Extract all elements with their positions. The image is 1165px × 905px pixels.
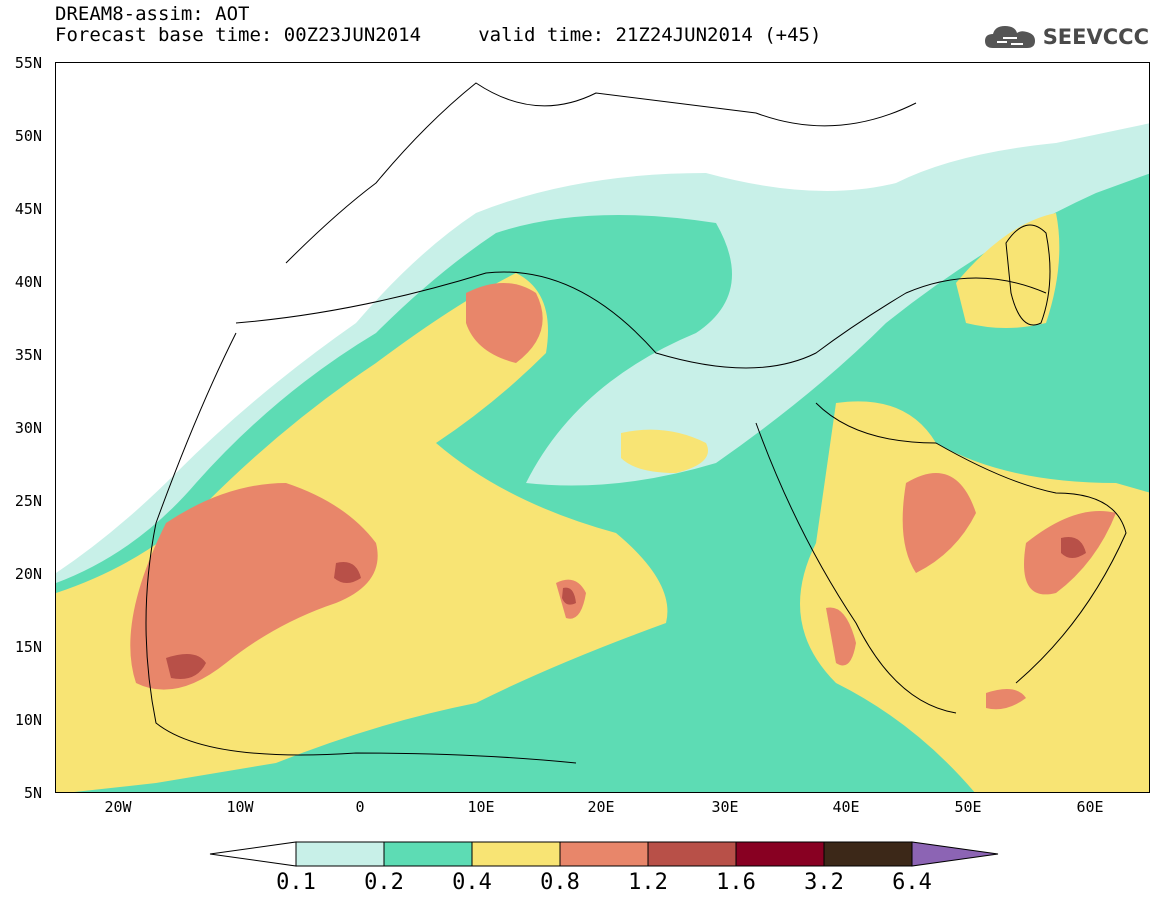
colorbar-label: 1.6 [716, 870, 756, 895]
colorbar-upper-arrow [911, 841, 999, 867]
lon-label: 40E [832, 798, 860, 816]
aot-level-1.2-senegal [166, 654, 206, 679]
colorbar-swatch [735, 841, 825, 867]
aot-level-0.8-somalia [986, 689, 1026, 710]
coastline-caspian [1005, 224, 1051, 326]
lat-label: 45N [14, 200, 42, 218]
map-title: DREAM8-assim: AOT Forecast base time: 00… [55, 4, 821, 46]
logo-text: SEEVCCC [1042, 25, 1149, 49]
coastline-arabia [815, 402, 1127, 684]
aot-level-0.8-tunisia [466, 283, 543, 363]
lat-label: 55N [14, 54, 42, 72]
lat-label: 20N [14, 565, 42, 583]
lat-label: 40N [14, 273, 42, 291]
colorbar-label: 0.8 [540, 870, 580, 895]
colorbar-lower-arrow [209, 841, 297, 867]
lon-label: 60E [1076, 798, 1104, 816]
lon-label: 30E [711, 798, 739, 816]
lon-label: 10W [226, 798, 254, 816]
colorbar-label: 0.1 [276, 870, 316, 895]
aot-level-0.8-redsea [826, 607, 856, 666]
lat-label: 10N [14, 711, 42, 729]
aot-level-0.8-west [130, 483, 378, 690]
lon-label: 20E [587, 798, 615, 816]
cloud-icon [984, 26, 1035, 48]
aot-level-0.4-east [800, 401, 1149, 792]
colorbar-label: 0.2 [364, 870, 404, 895]
lat-label: 50N [14, 127, 42, 145]
coastline-africa-west [145, 332, 577, 764]
title-line-times: Forecast base time: 00Z23JUN2014 valid t… [55, 24, 822, 46]
lat-label: 35N [14, 346, 42, 364]
colorbar [209, 841, 999, 867]
aot-level-1.2-chad [562, 587, 576, 605]
lat-label: 15N [14, 638, 42, 656]
seevccc-logo: SEEVCCC [983, 22, 1149, 52]
colorbar-label: 1.2 [628, 870, 668, 895]
aot-field [56, 63, 1149, 792]
colorbar-swatch [647, 841, 737, 867]
coastline-redsea [755, 422, 957, 714]
lon-label: 0 [355, 798, 365, 816]
lat-label: 30N [14, 419, 42, 437]
lat-label: 25N [14, 492, 42, 510]
colorbar-swatch [295, 841, 385, 867]
aot-level-0.8-arabia [902, 473, 976, 573]
aot-level-0.4-caspian [956, 213, 1060, 328]
lat-label: 5N [23, 784, 42, 802]
coastline-mediterranean [235, 271, 1047, 369]
colorbar-swatch [383, 841, 473, 867]
lon-label: 50E [954, 798, 982, 816]
colorbar-label: 3.2 [804, 870, 844, 895]
aot-level-1.2-mauritania [334, 562, 361, 583]
aot-map [55, 62, 1150, 793]
colorbar-swatch [823, 841, 913, 867]
aot-level-0.4-libya [621, 429, 708, 473]
aot-level-1.2-oman [1061, 537, 1086, 558]
colorbar-swatch [559, 841, 649, 867]
colorbar-label: 0.4 [452, 870, 492, 895]
lon-label: 10E [467, 798, 495, 816]
coastline-europe [285, 82, 917, 264]
lon-label: 20W [104, 798, 132, 816]
colorbar-label: 6.4 [892, 870, 932, 895]
title-line-product: DREAM8-assim: AOT [55, 3, 250, 25]
colorbar-swatch [471, 841, 561, 867]
